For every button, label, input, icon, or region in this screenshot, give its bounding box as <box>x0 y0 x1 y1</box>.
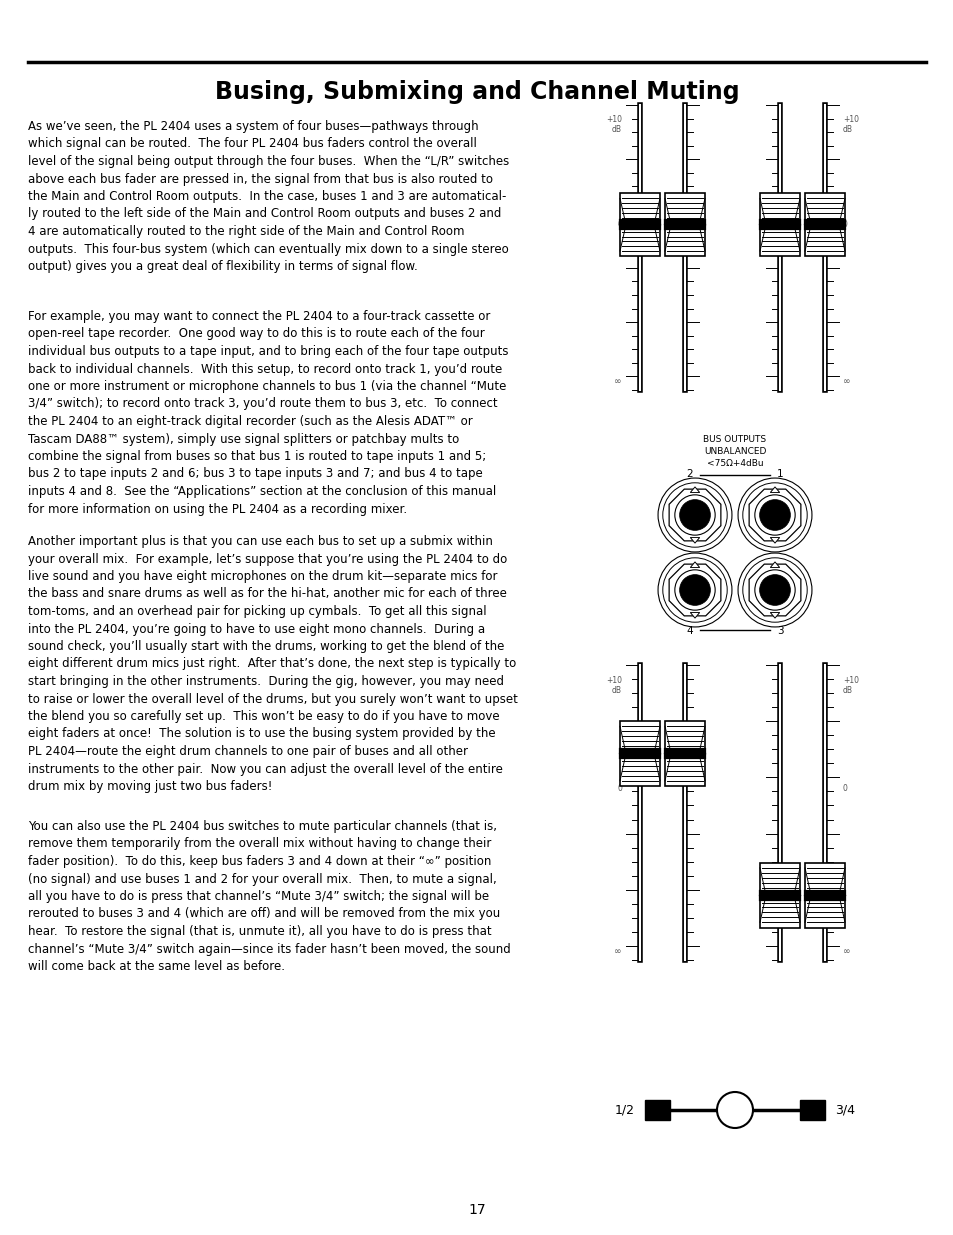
Polygon shape <box>690 537 699 543</box>
Polygon shape <box>770 562 779 568</box>
Polygon shape <box>690 487 699 493</box>
Polygon shape <box>770 562 779 568</box>
Text: dB: dB <box>842 687 852 695</box>
Polygon shape <box>770 537 779 543</box>
Text: 0: 0 <box>842 784 847 793</box>
Polygon shape <box>770 487 779 493</box>
Polygon shape <box>619 721 659 785</box>
Text: 0: 0 <box>617 220 621 230</box>
Circle shape <box>759 574 790 605</box>
Polygon shape <box>690 537 699 543</box>
Polygon shape <box>690 613 699 618</box>
Text: ∞: ∞ <box>842 947 850 956</box>
Text: dB: dB <box>842 126 852 135</box>
Polygon shape <box>770 613 779 618</box>
Text: ∞: ∞ <box>842 377 850 387</box>
Text: 0: 0 <box>842 220 847 230</box>
Text: dB: dB <box>612 687 621 695</box>
Polygon shape <box>770 487 779 493</box>
Text: Another important plus is that you can use each bus to set up a submix within
yo: Another important plus is that you can u… <box>28 535 517 793</box>
Circle shape <box>674 569 715 610</box>
Text: Busing, Submixing and Channel Muting: Busing, Submixing and Channel Muting <box>214 80 739 104</box>
Circle shape <box>674 495 715 535</box>
Bar <box>644 1100 669 1120</box>
Text: 3: 3 <box>776 626 782 636</box>
Polygon shape <box>690 613 699 618</box>
Polygon shape <box>760 863 800 927</box>
Polygon shape <box>748 489 800 541</box>
Circle shape <box>754 569 795 610</box>
Polygon shape <box>804 863 844 927</box>
Polygon shape <box>668 564 720 616</box>
Text: dB: dB <box>612 126 621 135</box>
Text: 17: 17 <box>468 1203 485 1216</box>
Text: As we’ve seen, the PL 2404 uses a system of four buses—pathways through
which si: As we’ve seen, the PL 2404 uses a system… <box>28 120 509 273</box>
Polygon shape <box>690 487 699 493</box>
Polygon shape <box>668 489 720 541</box>
Polygon shape <box>760 194 800 256</box>
Text: +10: +10 <box>605 115 621 125</box>
Text: 0: 0 <box>617 784 621 793</box>
Polygon shape <box>619 194 659 256</box>
Bar <box>800 1100 824 1120</box>
Text: ∞: ∞ <box>614 947 621 956</box>
Text: 1/2: 1/2 <box>615 1104 635 1116</box>
Polygon shape <box>770 613 779 618</box>
Polygon shape <box>770 537 779 543</box>
Circle shape <box>679 500 710 530</box>
Text: ∞: ∞ <box>614 377 621 387</box>
Polygon shape <box>664 721 704 785</box>
Circle shape <box>679 574 710 605</box>
Polygon shape <box>664 194 704 256</box>
Text: 4: 4 <box>686 626 693 636</box>
Text: 2: 2 <box>686 469 693 479</box>
Polygon shape <box>804 194 844 256</box>
Text: 3/4: 3/4 <box>834 1104 854 1116</box>
Polygon shape <box>748 564 800 616</box>
Text: +10: +10 <box>605 676 621 685</box>
Polygon shape <box>690 562 699 568</box>
Text: 1: 1 <box>776 469 782 479</box>
Text: BUS OUTPUTS
UNBALANCED
<75Ω+4dBu: BUS OUTPUTS UNBALANCED <75Ω+4dBu <box>702 435 766 468</box>
Circle shape <box>717 1092 752 1128</box>
Text: +10: +10 <box>842 115 858 125</box>
Circle shape <box>754 495 795 535</box>
Text: You can also use the PL 2404 bus switches to mute particular channels (that is,
: You can also use the PL 2404 bus switche… <box>28 820 510 973</box>
Polygon shape <box>690 562 699 568</box>
Text: +10: +10 <box>842 676 858 685</box>
Text: For example, you may want to connect the PL 2404 to a four-track cassette or
ope: For example, you may want to connect the… <box>28 310 508 515</box>
Circle shape <box>759 500 790 530</box>
